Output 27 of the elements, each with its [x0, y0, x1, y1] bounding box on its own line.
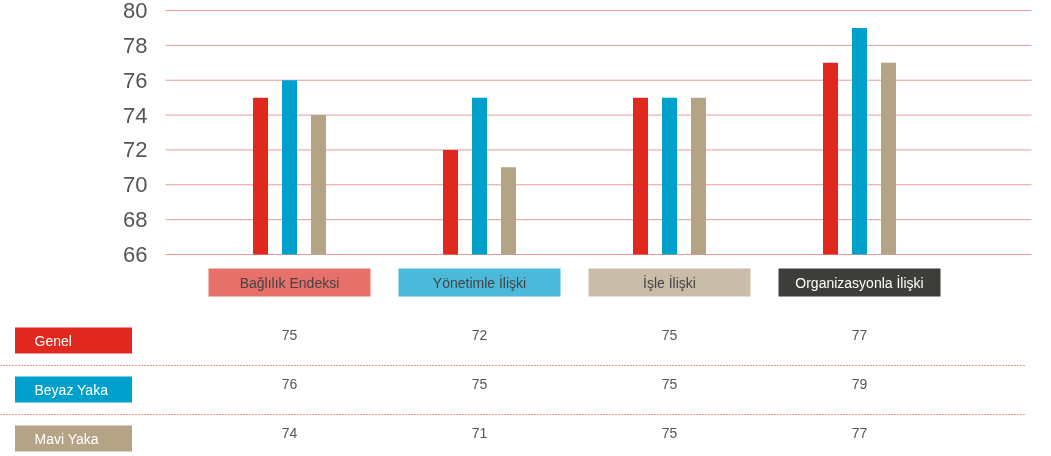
data-label: 75	[281, 326, 298, 343]
y-tick-label: 76	[123, 67, 148, 93]
data-label: 75	[661, 375, 678, 392]
data-label: 74	[281, 424, 298, 441]
x-tick-label: İşle İlişki	[643, 273, 696, 291]
text: Beyaz Yaka	[34, 381, 109, 398]
y-tick-label: 74	[123, 102, 148, 128]
y-tick-label: 68	[123, 207, 148, 233]
data-label: 75	[661, 326, 678, 343]
data-label: 77	[851, 326, 868, 343]
data-label: 75	[471, 375, 488, 392]
text: Genel	[34, 332, 72, 349]
x-tick-label: Bağlılık Endeksi	[239, 274, 340, 291]
x-tick-label: Yönetimle İlişki	[432, 273, 527, 291]
data-label: 79	[851, 375, 868, 392]
y-tick-label: 66	[123, 242, 148, 267]
data-label: 77	[851, 424, 868, 441]
y-tick-label: 80	[123, 0, 148, 23]
y-tick-label: 78	[123, 32, 148, 58]
text: Mavi Yaka	[34, 430, 99, 447]
data-label: 76	[281, 375, 298, 392]
x-tick-label: Organizasyonla İlişki	[795, 273, 924, 291]
y-tick-label: 72	[123, 137, 148, 163]
data-label: 75	[661, 424, 678, 441]
y-tick-label: 70	[123, 172, 148, 198]
data-label: 72	[471, 326, 488, 343]
data-label: 71	[471, 424, 488, 441]
